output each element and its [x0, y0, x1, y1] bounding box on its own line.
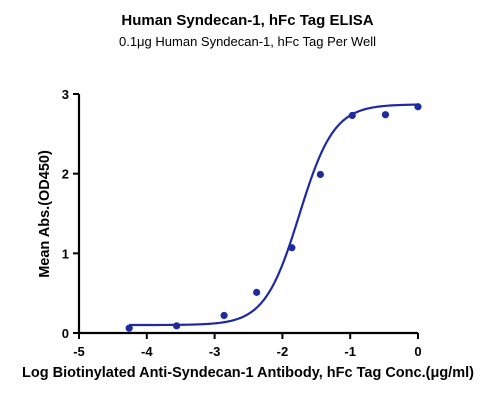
fit-curve: [129, 103, 419, 327]
data-point: [220, 311, 228, 320]
chart-title: Human Syndecan-1, hFc Tag ELISA: [121, 12, 374, 29]
y-tick-label: 3: [62, 87, 69, 102]
data-point: [381, 111, 390, 119]
data-point: [316, 170, 324, 179]
fit-curve-layer: [129, 103, 419, 327]
x-tick-label: -5: [73, 344, 85, 359]
axes: [77, 94, 418, 335]
data-point: [173, 322, 181, 330]
x-tick-label: -1: [344, 344, 356, 359]
data-point: [125, 324, 133, 332]
y-tick-label: 2: [62, 167, 69, 182]
y-tick-label: 1: [62, 246, 69, 261]
data-point: [414, 103, 422, 111]
data-point: [288, 244, 296, 252]
data-point: [348, 111, 356, 120]
ticks: -5 -4 -3 -2 -1 0 0 1 2 3: [62, 87, 422, 359]
y-tick-label: 0: [62, 326, 69, 341]
x-tick-label: 0: [414, 344, 421, 359]
data-point: [253, 288, 261, 296]
x-axis-label: Log Biotinylated Anti-Syndecan-1 Antibod…: [22, 365, 474, 381]
chart-subtitle: 0.1μg Human Syndecan-1, hFc Tag Per Well: [118, 34, 377, 49]
x-tick-label: -4: [141, 344, 153, 359]
x-tick-label: -3: [209, 344, 221, 359]
x-tick-label: -2: [277, 344, 289, 359]
y-axis-label: Mean Abs.(OD450): [37, 150, 53, 278]
data-points: [125, 103, 422, 332]
